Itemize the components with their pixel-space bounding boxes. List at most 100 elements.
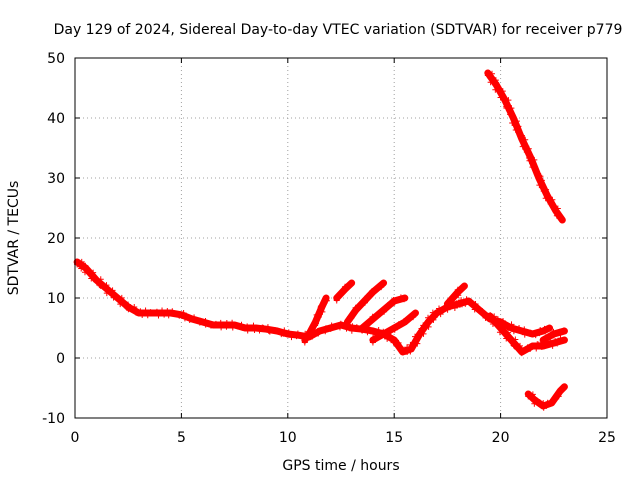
data-point	[438, 306, 445, 313]
data-point	[478, 309, 485, 316]
data-point	[271, 327, 278, 334]
data-point	[451, 304, 458, 311]
data-point	[466, 299, 473, 306]
data-point	[549, 329, 556, 336]
data-point	[546, 325, 553, 331]
data-point	[181, 312, 188, 319]
series-branch-d	[358, 294, 409, 334]
data-point	[555, 339, 562, 346]
data-point	[547, 200, 554, 207]
data-point	[336, 291, 343, 298]
data-point	[78, 265, 85, 272]
data-point	[504, 333, 511, 340]
data-point	[380, 280, 387, 286]
data-point	[549, 342, 556, 349]
data-point	[391, 326, 398, 333]
data-point	[391, 299, 398, 306]
data-point	[181, 315, 188, 322]
data-point	[176, 312, 183, 319]
data-point	[333, 297, 340, 304]
series-main-trend	[73, 258, 554, 356]
data-point	[191, 314, 198, 321]
data-point	[418, 325, 425, 332]
data-point	[425, 314, 432, 321]
data-point	[554, 340, 561, 347]
data-point	[487, 79, 494, 86]
data-point	[500, 317, 507, 324]
data-point	[81, 269, 88, 276]
data-point	[82, 262, 89, 269]
data-point	[479, 308, 486, 315]
data-point	[313, 311, 320, 318]
data-point	[423, 320, 430, 327]
data-point	[293, 333, 300, 340]
data-point	[364, 327, 371, 334]
data-point	[538, 180, 545, 187]
series-branch-f	[443, 282, 468, 310]
data-point	[542, 328, 549, 335]
data-point	[525, 145, 532, 152]
data-point	[169, 308, 176, 315]
data-point	[159, 307, 166, 314]
x-tick-label: 20	[492, 430, 510, 446]
data-point	[454, 289, 461, 296]
data-point	[437, 311, 444, 318]
data-point	[461, 283, 468, 289]
data-point	[358, 302, 365, 309]
data-point	[369, 289, 376, 296]
data-point	[348, 314, 355, 321]
data-point	[527, 329, 534, 336]
data-point	[489, 70, 496, 77]
data-point	[538, 177, 545, 184]
data-point	[544, 194, 551, 201]
data-point	[153, 308, 160, 315]
series-branch-c	[343, 279, 388, 328]
x-tick-label: 5	[177, 430, 186, 446]
data-point	[536, 330, 543, 337]
data-point	[529, 391, 536, 398]
data-point	[511, 343, 518, 350]
data-point	[430, 316, 437, 323]
data-point	[459, 301, 466, 308]
plot-frame	[74, 57, 608, 419]
data-point	[196, 317, 203, 324]
series-trace	[358, 294, 409, 332]
data-point	[431, 314, 438, 321]
data-point	[404, 344, 411, 351]
data-point	[323, 297, 330, 304]
x-axis-label: GPS time / hours	[282, 458, 399, 474]
data-point	[463, 296, 470, 303]
data-point	[288, 334, 295, 341]
data-point	[322, 325, 329, 332]
axis-ticks: 0 5 10 15 20 25 -10 0 10 20 30 40 50	[42, 51, 616, 446]
data-point	[89, 273, 96, 280]
data-point	[548, 399, 555, 406]
data-point	[202, 318, 209, 325]
data-point	[509, 119, 516, 126]
data-point	[244, 323, 251, 330]
data-point	[540, 188, 547, 195]
data-point	[322, 328, 329, 335]
data-point	[110, 294, 117, 301]
series-trace	[73, 258, 554, 356]
data-point	[510, 328, 517, 335]
data-point	[375, 327, 382, 334]
data-point	[523, 149, 530, 156]
data-point	[420, 322, 427, 329]
data-point	[508, 338, 515, 345]
data-point	[313, 320, 320, 327]
data-point	[125, 306, 132, 313]
data-point	[527, 330, 534, 337]
series-branch-b	[333, 279, 356, 304]
data-point	[553, 391, 560, 398]
data-point	[347, 313, 354, 320]
chart-title: Day 129 of 2024, Sidereal Day-to-day VTE…	[54, 22, 623, 38]
data-point	[212, 320, 219, 327]
data-point	[547, 339, 554, 346]
data-point	[383, 304, 390, 311]
data-point	[390, 297, 397, 304]
data-point	[317, 304, 324, 311]
data-point	[486, 315, 493, 322]
data-point	[87, 268, 94, 275]
